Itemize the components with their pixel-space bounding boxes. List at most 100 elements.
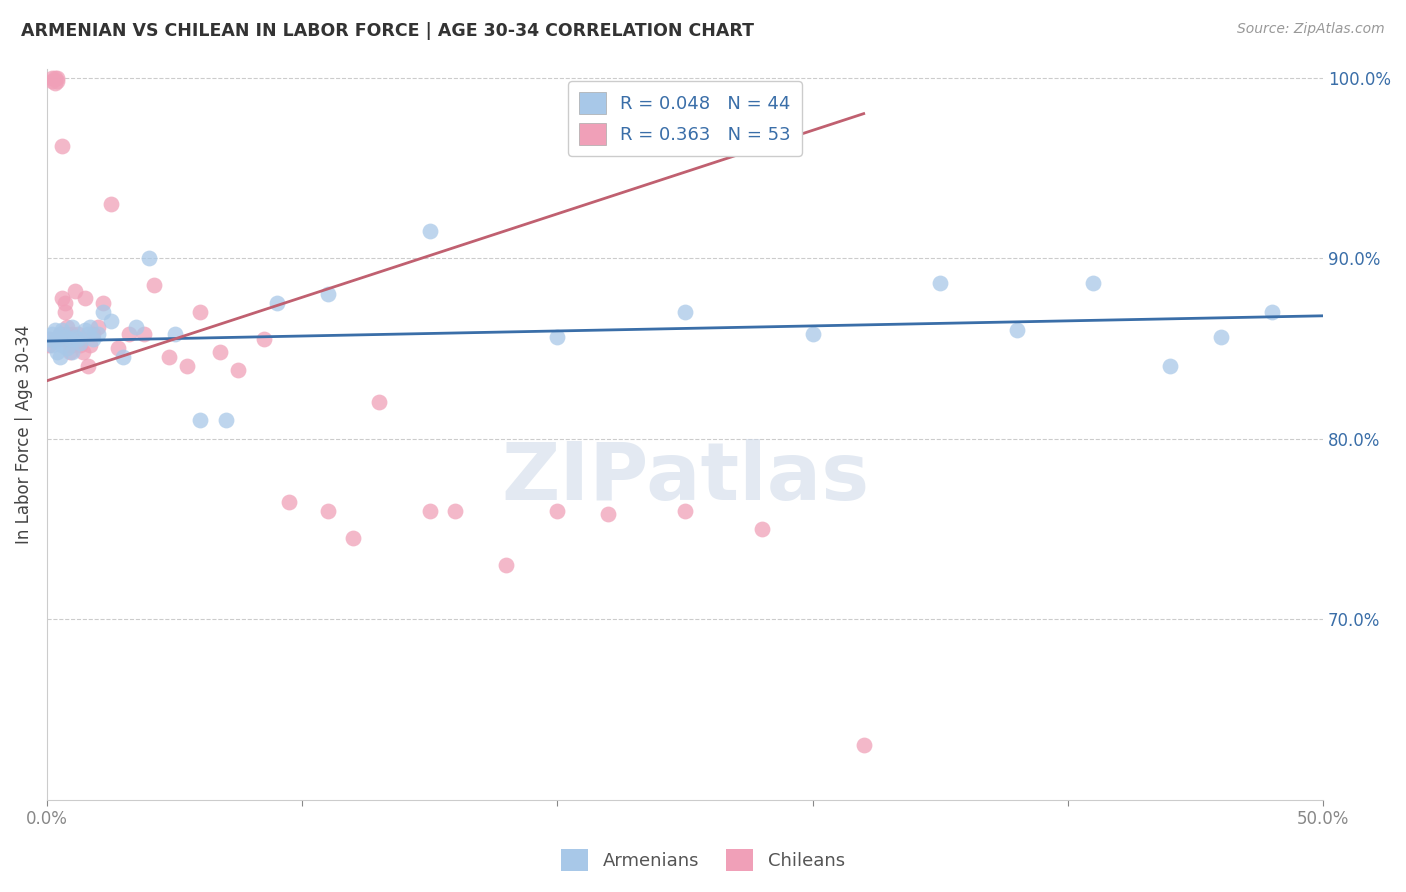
- Point: [495, 558, 517, 572]
- Point: [41, 70, 63, 85]
- Point: [62, 337, 84, 351]
- Point: [188, 413, 211, 427]
- Point: [143, 278, 166, 293]
- Point: [278, 494, 301, 508]
- Point: [53, 296, 76, 310]
- Point: [91, 296, 114, 310]
- Point: [38, 337, 60, 351]
- Point: [87, 326, 110, 341]
- Point: [132, 326, 155, 341]
- Point: [1005, 323, 1028, 337]
- Legend: R = 0.048   N = 44, R = 0.363   N = 53: R = 0.048 N = 44, R = 0.363 N = 53: [568, 81, 801, 156]
- Point: [44, 334, 66, 348]
- Point: [419, 224, 441, 238]
- Point: [100, 197, 122, 211]
- Point: [69, 337, 91, 351]
- Point: [316, 504, 339, 518]
- Point: [56, 341, 79, 355]
- Point: [444, 504, 467, 518]
- Point: [214, 413, 236, 427]
- Point: [63, 330, 86, 344]
- Point: [266, 296, 288, 310]
- Point: [38, 332, 60, 346]
- Point: [801, 326, 824, 341]
- Point: [46, 332, 69, 346]
- Point: [53, 305, 76, 319]
- Point: [41, 74, 63, 88]
- Point: [66, 332, 89, 346]
- Point: [112, 351, 135, 365]
- Point: [48, 326, 70, 341]
- Point: [46, 70, 69, 85]
- Point: [419, 504, 441, 518]
- Point: [100, 314, 122, 328]
- Point: [48, 326, 70, 341]
- Point: [598, 508, 620, 522]
- Point: [1083, 277, 1105, 291]
- Legend: Armenians, Chileans: Armenians, Chileans: [554, 842, 852, 879]
- Point: [929, 277, 952, 291]
- Point: [117, 326, 139, 341]
- Point: [209, 345, 232, 359]
- Point: [69, 335, 91, 350]
- Point: [72, 345, 94, 359]
- Point: [51, 139, 73, 153]
- Point: [228, 363, 250, 377]
- Point: [51, 291, 73, 305]
- Point: [63, 284, 86, 298]
- Point: [38, 332, 60, 346]
- Point: [75, 323, 97, 337]
- Point: [1209, 330, 1232, 344]
- Text: ARMENIAN VS CHILEAN IN LABOR FORCE | AGE 30-34 CORRELATION CHART: ARMENIAN VS CHILEAN IN LABOR FORCE | AGE…: [21, 22, 754, 40]
- Point: [673, 305, 696, 319]
- Point: [107, 341, 129, 355]
- Point: [41, 337, 63, 351]
- Point: [1159, 359, 1181, 374]
- Point: [48, 332, 70, 346]
- Point: [56, 319, 79, 334]
- Point: [87, 319, 110, 334]
- Point: [76, 326, 98, 341]
- Point: [41, 326, 63, 341]
- Point: [62, 326, 84, 341]
- Point: [188, 305, 211, 319]
- Point: [53, 330, 76, 344]
- Point: [51, 337, 73, 351]
- Text: ZIPatlas: ZIPatlas: [501, 439, 869, 516]
- Point: [75, 291, 97, 305]
- Point: [82, 326, 104, 341]
- Point: [852, 739, 875, 753]
- Point: [59, 332, 82, 346]
- Point: [56, 326, 79, 341]
- Point: [673, 504, 696, 518]
- Point: [751, 522, 773, 536]
- Point: [48, 351, 70, 365]
- Point: [79, 337, 101, 351]
- Point: [546, 504, 568, 518]
- Point: [66, 326, 89, 341]
- Point: [79, 319, 101, 334]
- Point: [59, 345, 82, 359]
- Point: [253, 332, 276, 346]
- Y-axis label: In Labor Force | Age 30-34: In Labor Force | Age 30-34: [15, 325, 32, 543]
- Point: [62, 345, 84, 359]
- Point: [1261, 305, 1284, 319]
- Point: [44, 323, 66, 337]
- Point: [46, 345, 69, 359]
- Point: [125, 319, 148, 334]
- Point: [44, 76, 66, 90]
- Point: [82, 332, 104, 346]
- Point: [342, 531, 364, 545]
- Point: [157, 351, 180, 365]
- Point: [138, 251, 160, 265]
- Point: [316, 287, 339, 301]
- Text: Source: ZipAtlas.com: Source: ZipAtlas.com: [1237, 22, 1385, 37]
- Point: [546, 330, 568, 344]
- Point: [76, 359, 98, 374]
- Point: [176, 359, 198, 374]
- Point: [62, 319, 84, 334]
- Point: [44, 70, 66, 85]
- Point: [59, 337, 82, 351]
- Point: [46, 74, 69, 88]
- Point: [163, 326, 186, 341]
